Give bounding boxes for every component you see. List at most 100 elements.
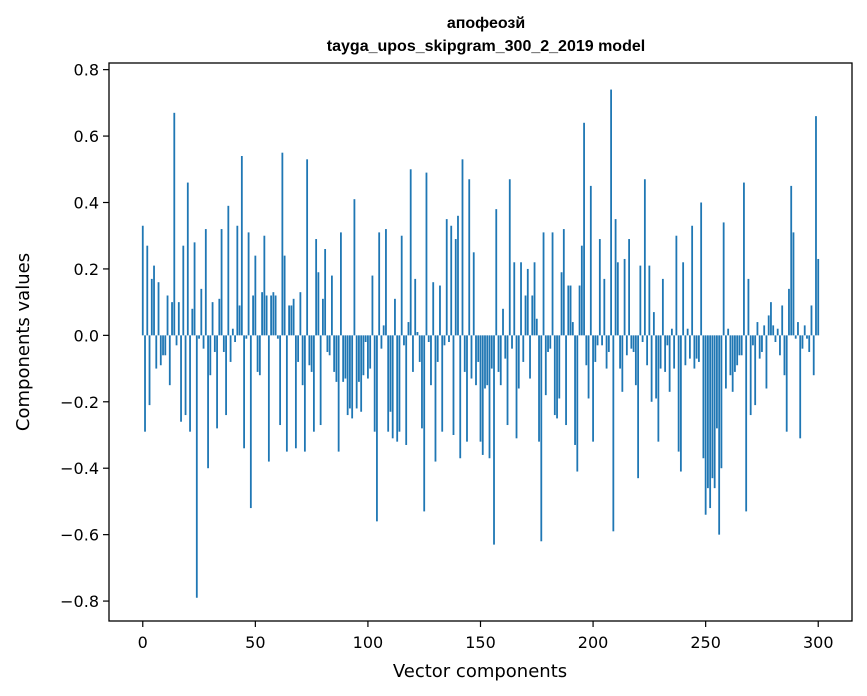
bar	[164, 335, 167, 356]
bar	[229, 335, 232, 362]
bar	[621, 335, 624, 392]
bar	[324, 249, 327, 336]
y-tick-label: 0.2	[74, 260, 99, 279]
bar	[349, 335, 351, 409]
bar	[700, 202, 703, 336]
bar	[652, 312, 655, 336]
bar	[360, 335, 363, 412]
bar	[236, 225, 239, 336]
bar	[231, 328, 234, 336]
bar	[668, 335, 671, 392]
bar	[580, 245, 583, 336]
bar	[817, 258, 820, 336]
bar	[274, 295, 277, 336]
bar	[698, 335, 700, 362]
bar	[150, 278, 153, 336]
bar	[159, 335, 162, 366]
bar	[376, 335, 378, 522]
bar	[553, 335, 556, 416]
bar	[533, 262, 536, 336]
bar	[711, 335, 714, 479]
bar	[333, 335, 336, 372]
bar	[337, 335, 340, 452]
bar	[436, 335, 439, 362]
bar	[353, 199, 356, 336]
bar	[535, 318, 538, 336]
bar	[207, 335, 209, 469]
bar	[747, 278, 750, 336]
bar	[587, 335, 590, 399]
bar	[571, 322, 574, 336]
bar	[425, 172, 428, 336]
bar	[396, 335, 399, 442]
bar	[382, 325, 385, 336]
bar	[623, 258, 626, 336]
bar	[367, 335, 369, 379]
bar	[182, 245, 185, 336]
bar	[328, 335, 331, 356]
bar	[612, 335, 615, 532]
bar	[731, 335, 734, 392]
bar	[758, 335, 761, 359]
bar	[589, 185, 592, 336]
bar	[495, 209, 498, 336]
bar	[362, 335, 365, 376]
bar	[445, 219, 448, 336]
x-axis-ticks: 0 50 100 150 200 250 300	[138, 621, 834, 652]
bar	[499, 335, 502, 386]
bar	[763, 325, 766, 336]
bar	[153, 265, 155, 336]
x-tick-label: 200	[578, 633, 609, 652]
bar	[263, 235, 266, 336]
bar	[526, 268, 529, 336]
bar	[502, 308, 504, 336]
bar	[549, 335, 552, 349]
bar	[607, 335, 610, 352]
bar	[583, 122, 585, 336]
bar	[281, 152, 284, 336]
bar	[380, 335, 383, 349]
x-tick-label: 300	[803, 633, 834, 652]
bar	[801, 335, 804, 349]
chart-subtitle: tayga_upos_skipgram_300_2_2019 model	[327, 38, 645, 55]
bar	[616, 262, 619, 336]
y-tick-label: 0.8	[74, 61, 99, 80]
bar	[326, 335, 329, 352]
bar	[517, 335, 520, 389]
bar	[477, 335, 480, 362]
bar	[648, 265, 651, 336]
bar	[650, 335, 653, 402]
bar	[454, 239, 457, 336]
bar	[783, 335, 786, 376]
bar	[243, 335, 245, 449]
bar	[389, 335, 392, 412]
bar	[752, 335, 754, 346]
bar	[238, 305, 241, 336]
bar	[216, 335, 218, 429]
bar	[779, 335, 781, 356]
bar	[718, 335, 721, 535]
bar	[677, 335, 680, 452]
bar	[673, 335, 676, 369]
bar	[414, 278, 417, 336]
bar	[560, 272, 563, 336]
bar	[466, 335, 468, 442]
chart-title: апофеозй	[447, 15, 525, 32]
bar	[513, 262, 516, 336]
bar	[490, 335, 493, 369]
bar	[146, 245, 149, 336]
bar	[195, 335, 198, 598]
bar	[765, 335, 768, 389]
bar	[803, 325, 806, 336]
bar	[256, 335, 259, 372]
bar	[702, 335, 705, 459]
bar	[551, 232, 554, 336]
x-tick-label: 150	[465, 633, 496, 652]
bar	[772, 325, 775, 336]
bar	[421, 335, 423, 429]
bar	[481, 335, 484, 455]
bar	[247, 232, 250, 336]
bar	[540, 335, 543, 542]
bar	[180, 335, 182, 422]
